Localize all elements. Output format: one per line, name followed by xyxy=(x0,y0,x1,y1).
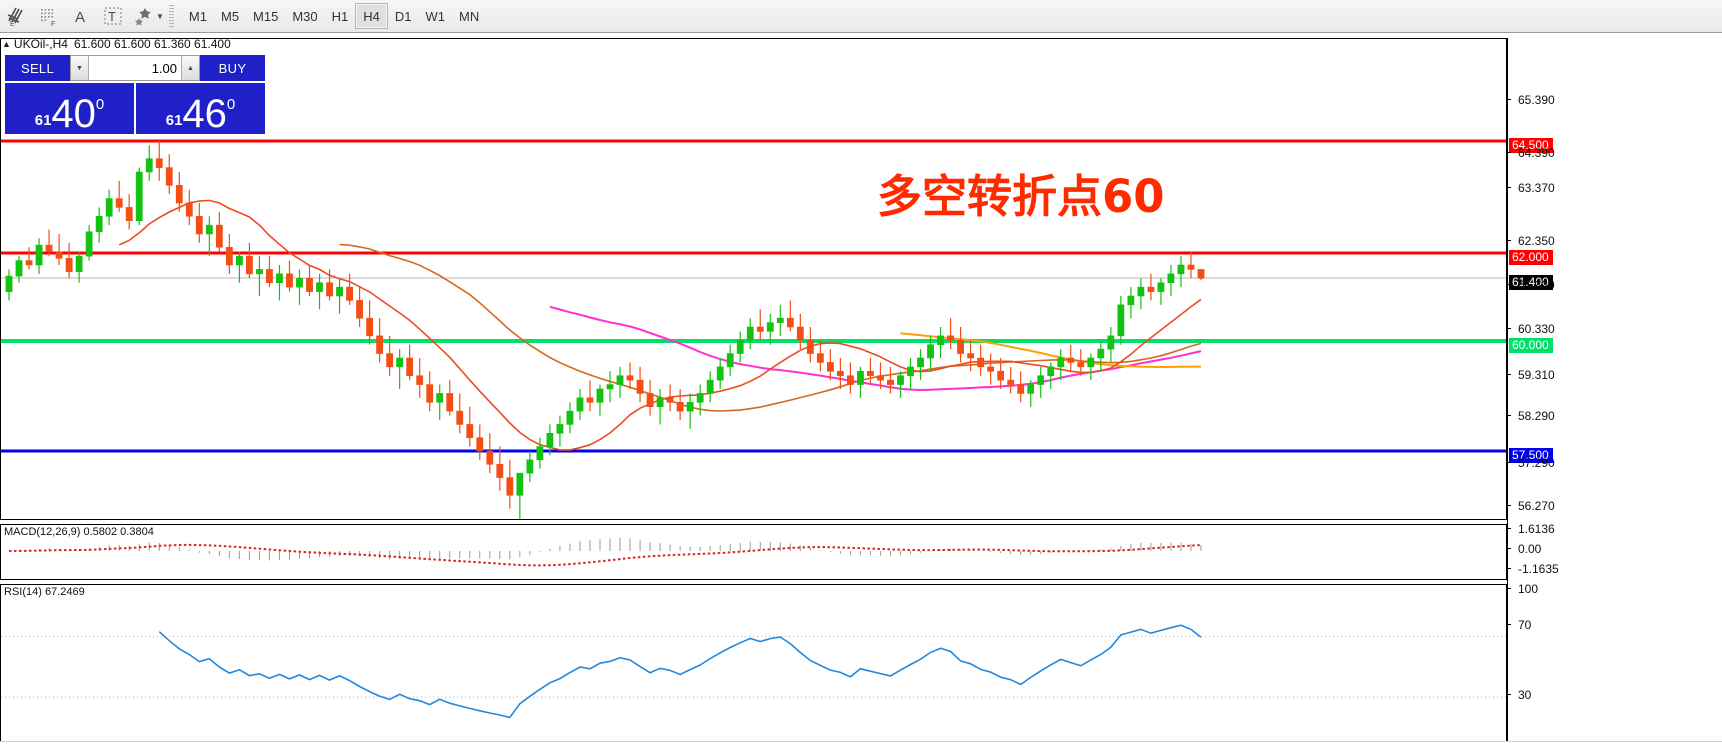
objects-icon[interactable] xyxy=(130,2,160,30)
volume-decrease-icon[interactable]: ▼ xyxy=(71,56,89,80)
rsi-line xyxy=(158,624,1202,719)
price-chart-canvas xyxy=(1,139,1506,519)
rsi-pane[interactable]: RSI(14) 67.2469 xyxy=(0,584,1507,749)
candlestick-series xyxy=(5,141,1205,519)
svg-text:T: T xyxy=(108,9,116,24)
timeframe-button-m5[interactable]: M5 xyxy=(220,8,240,24)
chart-annotation-text[interactable]: 多空转折点60 xyxy=(877,170,1165,223)
price-level-label-62.000: 62.000 xyxy=(1509,250,1553,265)
timeframe-button-mn[interactable]: MN xyxy=(459,8,480,24)
macd-axis-tick-1.6136: 1.6136 xyxy=(1507,523,1555,536)
timeframe-button-m30[interactable]: M30 xyxy=(292,8,318,24)
rsi-axis-tick-70: 70 xyxy=(1507,619,1531,632)
timeframe-button-w1[interactable]: W1 xyxy=(425,8,446,24)
sell-price-display[interactable]: 61 40 0 xyxy=(5,83,134,134)
macd-axis-tick--1.1635: -1.1635 xyxy=(1507,563,1559,576)
rsi-axis-tick-100: 100 xyxy=(1507,583,1538,596)
macd-canvas xyxy=(8,538,1202,567)
timeframe-button-m1[interactable]: M1 xyxy=(188,8,207,24)
price-axis-tick-60.330: 60.330 xyxy=(1507,323,1555,336)
volume-stepper[interactable]: ▼ 1.00 ▲ xyxy=(70,55,200,81)
timeframe-button-m15[interactable]: M15 xyxy=(253,8,279,24)
price-level-line-61.400 xyxy=(1,277,1506,279)
text-object-icon[interactable]: T xyxy=(98,2,128,30)
price-level-label-61.400: 61.400 xyxy=(1509,275,1553,290)
price-axis-tick-56.270: 56.270 xyxy=(1507,500,1555,513)
macd-pane[interactable]: MACD(12,26,9) 0.5802 0.3804 xyxy=(0,524,1507,580)
symbol-info-bar: ▲ UKOil-,H4 61.600 61.600 61.360 61.400 xyxy=(2,36,231,51)
price-level-label-60.000: 60.000 xyxy=(1509,338,1553,353)
timeframe-row: M1 M5 M15 M30 H1 H4 D1 W1 MN xyxy=(182,3,486,29)
price-axis-tick-65.390: 65.390 xyxy=(1507,94,1555,107)
timeframe-button-h1[interactable]: H1 xyxy=(331,8,349,24)
collapse-triangle-icon[interactable]: ▲ xyxy=(2,38,11,49)
price-axis-tick-58.290: 58.290 xyxy=(1507,410,1555,423)
macd-axis-tick-0.00: 0.00 xyxy=(1507,543,1541,556)
toolbar: E F A xyxy=(0,0,1722,33)
buy-price-display[interactable]: 61 46 0 xyxy=(136,83,265,134)
one-click-trading-panel[interactable]: SELL ▼ 1.00 ▲ BUY 61 40 0 61 46 0 xyxy=(5,55,265,154)
svg-text:F: F xyxy=(51,21,55,27)
macd-signal-line xyxy=(8,543,1202,567)
svg-text:E: E xyxy=(10,21,15,27)
sell-price-pips: 40 xyxy=(51,92,96,136)
buy-price-integer: 61 xyxy=(165,112,183,129)
symbol-name: UKOil-,H4 xyxy=(13,36,68,51)
macd-histogram xyxy=(18,538,1202,561)
rsi-axis-tick-30: 30 xyxy=(1507,689,1531,702)
buy-price-pips: 46 xyxy=(182,92,227,136)
price-level-label-64.500: 64.500 xyxy=(1509,138,1553,153)
volume-input[interactable]: 1.00 xyxy=(151,60,177,76)
price-level-label-57.500: 57.500 xyxy=(1509,448,1553,463)
sell-price-fraction: 0 xyxy=(95,96,105,113)
price-axis-tick-63.370: 63.370 xyxy=(1507,182,1555,195)
timeframe-button-h4[interactable]: H4 xyxy=(355,3,388,29)
price-axis-tick-57.290: 57.290 xyxy=(1507,457,1555,470)
trade-panel-top-row: SELL ▼ 1.00 ▲ BUY xyxy=(5,55,265,81)
sell-price-integer: 61 xyxy=(34,112,52,129)
price-level-line-57.500 xyxy=(1,449,1506,453)
macd-label: MACD(12,26,9) 0.5802 0.3804 xyxy=(4,526,154,538)
price-axis-tick-61.330: 61.330 xyxy=(1507,279,1555,292)
toolbar-grip[interactable] xyxy=(167,5,176,27)
price-level-line-64.500 xyxy=(1,139,1506,143)
rsi-canvas xyxy=(1,624,1506,719)
volume-increase-icon[interactable]: ▲ xyxy=(181,56,199,80)
crosshair-grid-icon[interactable]: F xyxy=(34,2,64,30)
chevron-down-icon[interactable]: ▼ xyxy=(156,11,164,21)
indicators-icon[interactable]: E xyxy=(2,2,32,30)
buy-button[interactable]: BUY xyxy=(200,55,265,81)
status-strip xyxy=(0,741,1722,753)
chart-area[interactable]: ▲ UKOil-,H4 61.600 61.600 61.360 61.400 … xyxy=(0,33,1722,753)
price-scale[interactable]: 65.390 64.500 64.390 63.370 62.350 62.000 61.4… xyxy=(1507,38,1722,753)
trade-panel-price-row: 61 40 0 61 46 0 xyxy=(5,83,265,134)
price-axis-tick-64.390: 64.390 xyxy=(1507,147,1555,160)
price-level-line-60.000 xyxy=(1,339,1506,343)
price-axis-tick-62.350: 62.350 xyxy=(1507,235,1555,248)
buy-price-fraction: 0 xyxy=(226,96,236,113)
price-axis-tick-59.310: 59.310 xyxy=(1507,369,1555,382)
price-level-line-62.000 xyxy=(1,251,1506,255)
sell-button[interactable]: SELL xyxy=(5,55,70,81)
symbol-ohlc: 61.600 61.600 61.360 61.400 xyxy=(73,36,231,51)
ma-line-orange xyxy=(900,332,1201,369)
text-label-icon[interactable]: A xyxy=(66,2,96,30)
rsi-label: RSI(14) 67.2469 xyxy=(4,586,85,598)
timeframe-button-d1[interactable]: D1 xyxy=(394,8,412,24)
svg-text:A: A xyxy=(75,9,85,26)
